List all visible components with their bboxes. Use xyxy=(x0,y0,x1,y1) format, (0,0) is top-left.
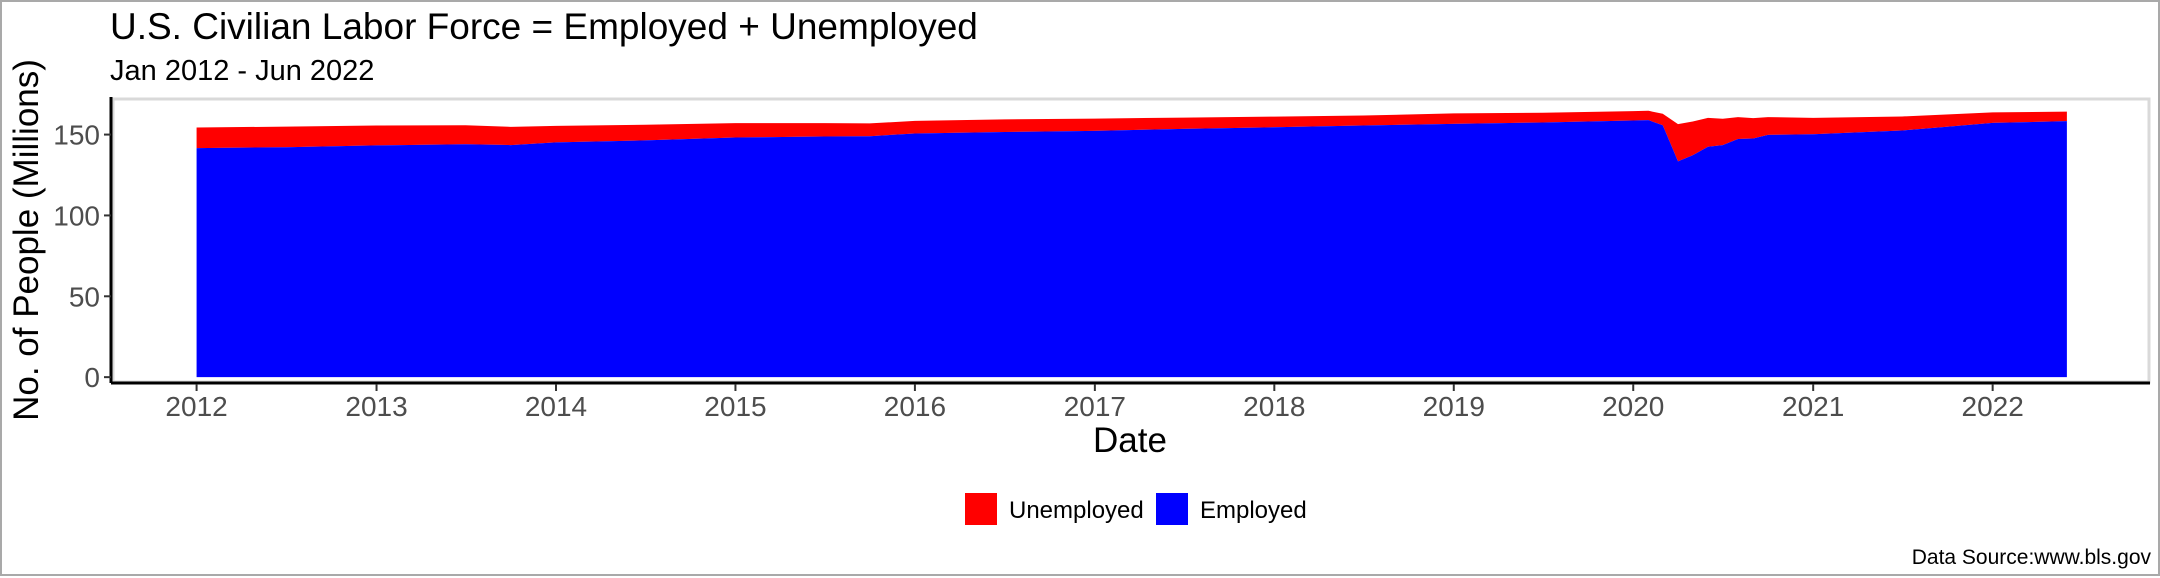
x-tick-label: 2019 xyxy=(1423,391,1485,422)
x-ticks: 2012 2013 2014 2015 2016 2017 2018 2019 2020 2021… xyxy=(165,384,2024,422)
area-unemployed xyxy=(196,110,2067,162)
legend-key-employed xyxy=(1156,493,1188,525)
x-tick-label: 2017 xyxy=(1064,391,1126,422)
x-tick-label: 2016 xyxy=(884,391,946,422)
x-tick-label: 2012 xyxy=(165,391,227,422)
x-tick-label: 2020 xyxy=(1602,391,1664,422)
y-tick-label: 50 xyxy=(69,281,100,312)
area-layer xyxy=(196,110,2067,378)
legend-label-employed: Employed xyxy=(1200,497,1307,524)
chart-title: U.S. Civilian Labor Force = Employed + U… xyxy=(110,6,978,47)
x-tick-label: 2015 xyxy=(704,391,766,422)
y-ticks: 0 50 100 150 xyxy=(53,120,111,393)
x-tick-label: 2022 xyxy=(1962,391,2024,422)
legend: Unemployed Employed xyxy=(965,493,1307,525)
area-employed xyxy=(196,120,2067,378)
y-tick-label: 100 xyxy=(53,200,100,231)
y-tick-label: 0 xyxy=(84,362,100,393)
x-tick-label: 2013 xyxy=(345,391,407,422)
y-axis-title: No. of People (Millions) xyxy=(7,59,46,421)
legend-key-unemployed xyxy=(965,493,997,525)
y-tick-label: 150 xyxy=(53,120,100,151)
x-axis-title: Date xyxy=(1093,421,1167,460)
chart-subtitle: Jan 2012 - Jun 2022 xyxy=(110,55,374,87)
data-source-note: Data Source:www.bls.gov xyxy=(1912,546,2152,569)
x-tick-label: 2018 xyxy=(1243,391,1305,422)
x-tick-label: 2014 xyxy=(525,391,587,422)
x-tick-label: 2021 xyxy=(1782,391,1844,422)
legend-label-unemployed: Unemployed xyxy=(1009,497,1144,524)
